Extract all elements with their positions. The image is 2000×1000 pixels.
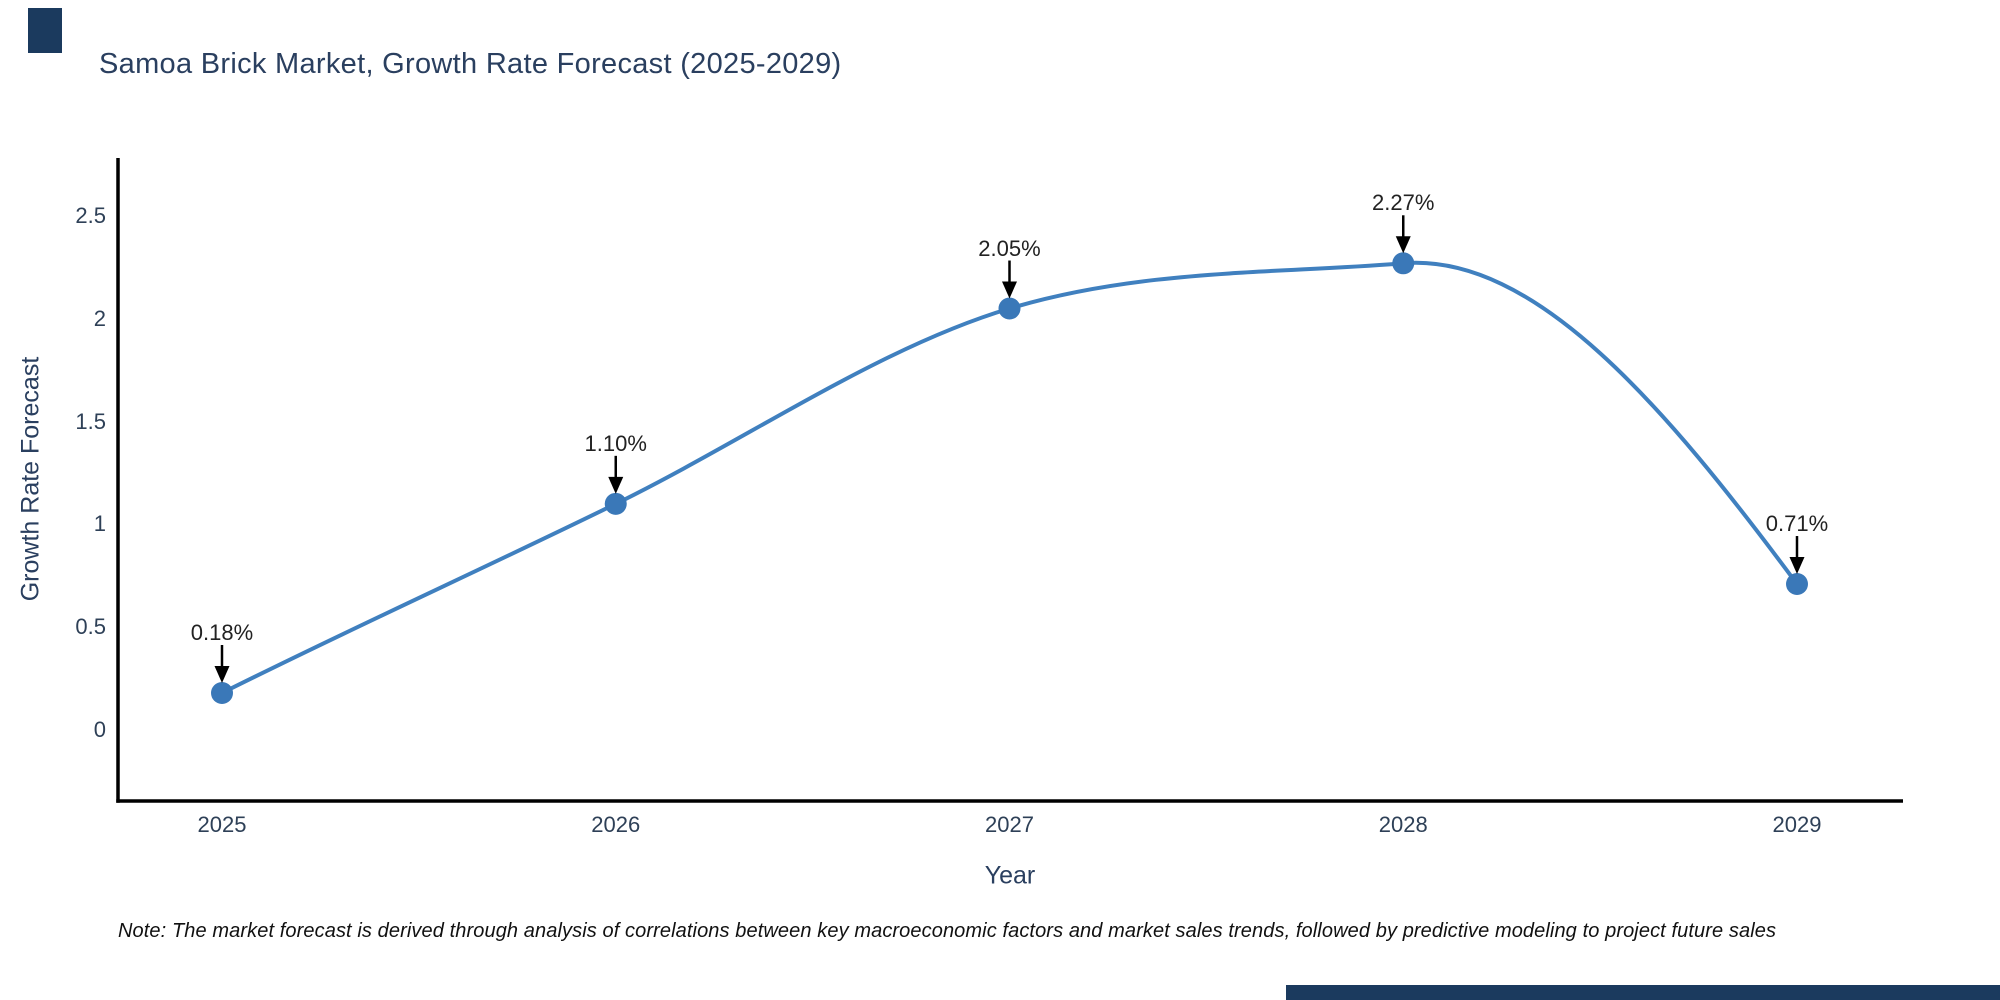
annotation-arrowhead-icon — [608, 476, 624, 494]
point-value-label: 2.05% — [978, 235, 1041, 261]
data-point — [604, 492, 627, 515]
x-axis-title: Year — [984, 861, 1036, 890]
point-value-label: 2.27% — [1372, 190, 1435, 216]
point-value-label: 1.10% — [584, 430, 647, 456]
x-tick-label: 2026 — [591, 812, 641, 837]
y-tick-label: 1.5 — [75, 408, 106, 434]
x-tick-label: 2029 — [1772, 812, 1822, 837]
data-point — [1786, 573, 1808, 596]
annotation-arrowhead-icon — [1395, 236, 1411, 254]
corner-mark — [28, 8, 62, 53]
y-tick-label: 2.5 — [75, 203, 106, 228]
annotation-arrowhead-icon — [1002, 281, 1017, 299]
data-point — [998, 297, 1021, 320]
x-tick-label: 2028 — [1378, 812, 1428, 837]
y-tick-label: 0 — [93, 717, 106, 742]
x-tick-label: 2027 — [985, 812, 1034, 837]
forecast-line — [220, 260, 1799, 695]
annotation-arrows — [214, 215, 1805, 683]
footnote: Note: The market forecast is derived thr… — [118, 920, 1777, 942]
data-markers — [211, 252, 1808, 704]
annotation-arrowhead-icon — [214, 665, 230, 683]
annotation-arrowhead-icon — [1789, 557, 1805, 575]
point-value-label: 0.71% — [1765, 511, 1829, 537]
point-value-label: 0.18% — [190, 619, 254, 645]
x-tick-label: 2025 — [197, 812, 247, 837]
y-axis-title: Growth Rate Forecast — [16, 356, 45, 602]
data-point — [1392, 252, 1415, 275]
chart-title: Samoa Brick Market, Growth Rate Forecast… — [99, 48, 842, 80]
y-tick-label: 1 — [93, 511, 106, 537]
y-tick-label: 0.5 — [75, 614, 106, 640]
data-point — [211, 681, 233, 704]
bottom-bar — [1286, 985, 2000, 1000]
y-tick-label: 2 — [93, 305, 106, 331]
